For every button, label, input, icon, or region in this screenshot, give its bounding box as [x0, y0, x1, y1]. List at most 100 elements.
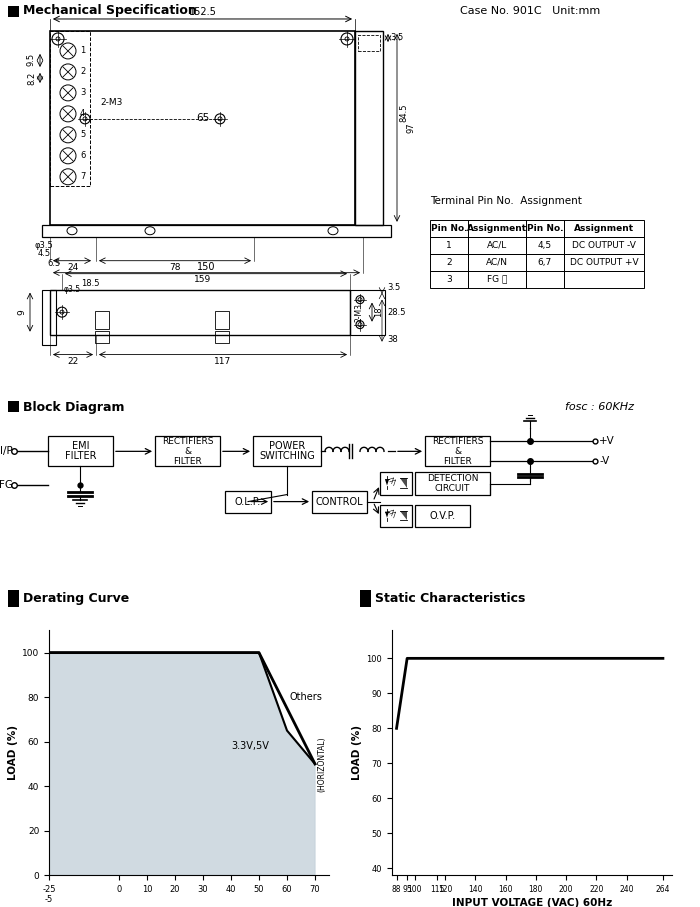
Text: 2-M3: 2-M3 [100, 98, 122, 107]
Text: 5: 5 [80, 131, 85, 140]
Bar [8, 6, 19, 17]
Text: FILTER: FILTER [443, 457, 472, 466]
Bar [358, 35, 380, 51]
Text: Static Characteristics: Static Characteristics [375, 592, 526, 605]
Text: FILTER: FILTER [173, 457, 202, 466]
Text: 22: 22 [67, 356, 78, 366]
Text: 4,5: 4,5 [538, 240, 552, 249]
Text: DC OUTPUT +V: DC OUTPUT +V [570, 258, 638, 267]
Bar [564, 270, 644, 288]
Bar [42, 225, 391, 237]
Text: fosc : 60KHz: fosc : 60KHz [565, 402, 634, 412]
Text: DETECTION: DETECTION [427, 474, 478, 483]
Text: AC/N: AC/N [486, 258, 508, 267]
Bar [8, 590, 19, 607]
Bar [564, 254, 644, 270]
Bar [468, 219, 526, 237]
Text: &: & [184, 447, 191, 456]
Text: EMI: EMI [71, 442, 90, 452]
Text: 2: 2 [80, 67, 85, 76]
Text: 4: 4 [80, 110, 85, 119]
Y-axis label: LOAD (%): LOAD (%) [8, 726, 18, 780]
Text: φ3.5: φ3.5 [64, 285, 80, 294]
Polygon shape [400, 479, 407, 488]
Text: Assignment: Assignment [574, 224, 634, 233]
Bar [468, 270, 526, 288]
Text: +V: +V [599, 436, 615, 446]
Text: 150: 150 [197, 262, 216, 272]
X-axis label: INPUT VOLTAGE (VAC) 60Hz: INPUT VOLTAGE (VAC) 60Hz [452, 898, 612, 907]
Text: Mechanical Specification: Mechanical Specification [23, 5, 197, 17]
Bar [430, 254, 468, 270]
Bar [48, 436, 113, 466]
Text: 1: 1 [446, 240, 452, 249]
Text: 3.3V,5V: 3.3V,5V [231, 741, 269, 751]
Bar [253, 436, 321, 466]
Text: CIRCUIT: CIRCUIT [435, 484, 470, 493]
Text: SWITCHING: SWITCHING [259, 452, 315, 462]
Bar [468, 237, 526, 254]
Text: CONTROL: CONTROL [316, 497, 363, 507]
Text: Pin No.: Pin No. [430, 224, 468, 233]
Text: 18.5: 18.5 [80, 278, 99, 288]
Bar [155, 436, 220, 466]
Text: 3.5: 3.5 [387, 283, 400, 292]
Bar [215, 331, 229, 343]
Text: 3: 3 [80, 88, 85, 97]
Bar [415, 473, 490, 494]
Text: 159: 159 [194, 275, 211, 284]
Text: (HORIZONTAL): (HORIZONTAL) [318, 736, 327, 792]
Text: Block Diagram: Block Diagram [23, 401, 125, 414]
Text: DC OUTPUT -V: DC OUTPUT -V [572, 240, 636, 249]
Bar [526, 219, 564, 237]
Polygon shape [400, 511, 407, 520]
Text: 3.5: 3.5 [390, 34, 403, 43]
Bar [50, 289, 350, 335]
Text: 7: 7 [80, 172, 85, 181]
Text: 152.5: 152.5 [188, 7, 216, 17]
Y-axis label: LOAD (%): LOAD (%) [352, 726, 363, 780]
Bar [380, 504, 412, 527]
Text: 18: 18 [374, 307, 383, 317]
Bar [468, 254, 526, 270]
Bar [95, 310, 109, 328]
Bar [564, 219, 644, 237]
Text: RECTIFIERS: RECTIFIERS [162, 437, 214, 446]
Bar [42, 289, 56, 345]
Text: POWER: POWER [269, 442, 305, 452]
Bar [312, 491, 367, 512]
Bar [360, 590, 371, 607]
Bar [215, 310, 229, 328]
Text: φ3.5: φ3.5 [34, 240, 53, 249]
Bar [355, 31, 383, 225]
Text: 8.2: 8.2 [27, 72, 36, 84]
Bar [430, 237, 468, 254]
Text: 6: 6 [80, 151, 85, 161]
Text: 9: 9 [17, 309, 26, 315]
Text: 65: 65 [196, 112, 209, 122]
Text: Terminal Pin No.  Assignment: Terminal Pin No. Assignment [430, 196, 582, 206]
Text: 6,7: 6,7 [538, 258, 552, 267]
Bar [430, 270, 468, 288]
Bar [50, 31, 355, 225]
Text: 97: 97 [407, 122, 416, 133]
Text: 78: 78 [169, 263, 181, 272]
Bar [8, 401, 19, 412]
Bar [380, 473, 412, 494]
Bar [430, 219, 468, 237]
Polygon shape [385, 512, 389, 518]
Text: 2-M3: 2-M3 [355, 303, 364, 322]
Text: FG ⏚: FG ⏚ [486, 275, 507, 284]
Text: 28.5: 28.5 [387, 307, 405, 317]
Bar [425, 436, 490, 466]
Bar [564, 237, 644, 254]
Bar [95, 331, 109, 343]
Text: 1: 1 [80, 46, 85, 55]
Text: -V: -V [599, 456, 609, 466]
Text: 2: 2 [446, 258, 452, 267]
Bar [526, 270, 564, 288]
Text: 9.5: 9.5 [27, 54, 36, 66]
Bar [225, 491, 271, 512]
Text: 3: 3 [446, 275, 452, 284]
Text: 84.5: 84.5 [399, 103, 408, 122]
